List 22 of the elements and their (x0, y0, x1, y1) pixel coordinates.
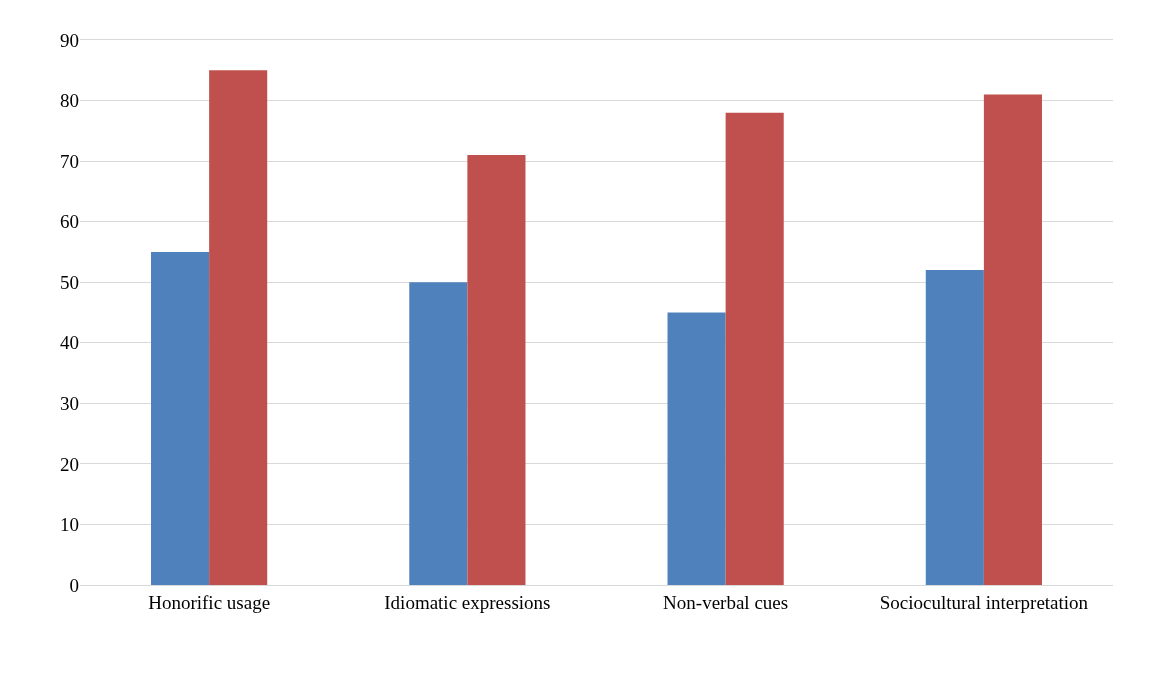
bar (209, 70, 268, 585)
y-tick-label: 30 (60, 392, 79, 414)
x-tick-label: Honorific usage (148, 591, 271, 613)
bar (467, 155, 526, 585)
y-tick-label: 80 (60, 90, 79, 112)
x-tick-label: Non-verbal cues (663, 591, 789, 613)
y-tick-label: 10 (60, 514, 79, 536)
y-tick-label: 90 (60, 29, 79, 51)
bar (925, 270, 984, 585)
y-tick-label: 60 (60, 211, 79, 233)
x-tick-label: Idiomatic expressions (384, 591, 551, 613)
y-tick-label: 40 (60, 332, 79, 354)
bar (983, 94, 1042, 585)
bar (151, 251, 210, 585)
x-tick-label: Sociocultural interpretation (879, 591, 1089, 613)
bar (725, 112, 784, 585)
bar (409, 282, 468, 585)
y-tick-label: 0 (69, 574, 79, 596)
bar (667, 312, 726, 585)
y-tick-label: 20 (60, 453, 79, 475)
y-tick-label: 70 (60, 150, 79, 172)
y-tick-label: 50 (60, 271, 79, 293)
